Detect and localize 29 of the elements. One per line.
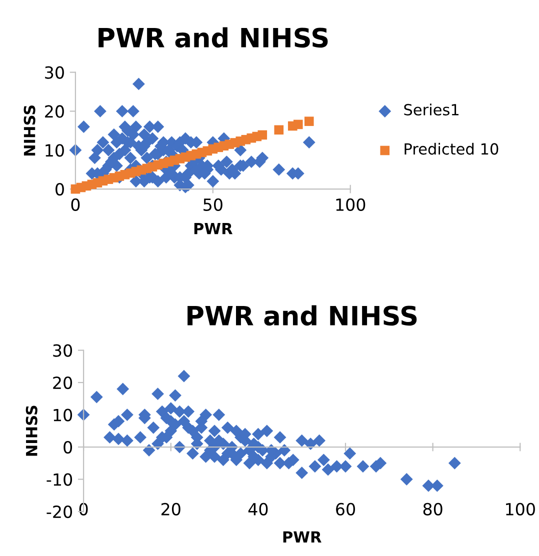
y-axis-title: NIHSS: [26, 406, 38, 456]
x-axis-title: PWR: [283, 531, 322, 542]
y-tick-label: 10: [46, 144, 64, 157]
x-tick-label: 60: [336, 502, 355, 516]
x-tick-label: 40: [248, 502, 268, 516]
y-tick-label: 20: [53, 376, 72, 390]
legend-label: Predicted 10: [404, 142, 498, 155]
point: [274, 125, 284, 135]
point: [293, 120, 303, 130]
y-tick-label: 0: [56, 183, 64, 196]
y-tick-label: -20: [46, 505, 72, 518]
x-tick-label: 100: [336, 198, 366, 211]
x-axis-title: PWR: [194, 223, 233, 234]
y-tick-label: -10: [46, 473, 72, 486]
x-tick-label: 20: [161, 502, 180, 516]
y-tick-label: 30: [45, 66, 64, 79]
y-axis-title: NIHSS: [24, 105, 36, 156]
point: [258, 130, 268, 140]
point: [304, 116, 314, 126]
chart-title: PWR and NIHSS: [98, 27, 328, 48]
y-tick-label: 30: [53, 344, 72, 357]
legend-label: Series1: [404, 104, 458, 116]
x-tick-label: 50: [204, 198, 222, 211]
y-tick-label: 0: [64, 440, 72, 454]
x-tick-label: 80: [423, 502, 442, 516]
chart-title: PWR and NIHSS: [188, 305, 417, 326]
y-tick-label: 10: [54, 408, 72, 422]
x-tick-label: 100: [506, 502, 535, 516]
y-tick-label: 20: [45, 105, 64, 118]
